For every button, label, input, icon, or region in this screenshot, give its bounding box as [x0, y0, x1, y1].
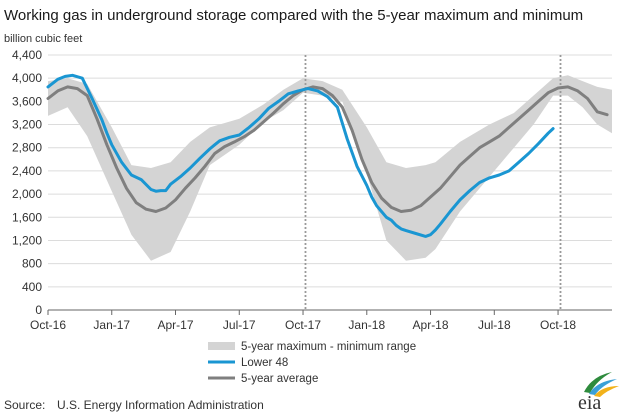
y-tick-label: 4,000	[12, 71, 42, 85]
axes	[47, 309, 612, 315]
legend-swatch-range	[208, 342, 235, 350]
x-tick-label: Apr-18	[413, 318, 449, 332]
x-tick-label: Oct-17	[285, 318, 321, 332]
x-tick-label: Apr-17	[157, 318, 193, 332]
eia-logo-swoosh-icon	[584, 372, 619, 397]
y-tick-label: 2,400	[12, 164, 42, 178]
average-line	[46, 85, 609, 213]
x-tick-labels: Oct-16 Jan-17 Apr-17 Jul-17 Oct-17 Jan-18 Apr-…	[30, 318, 576, 332]
y-tick-label: 3,200	[12, 118, 42, 132]
chart-title: Working gas in underground storage compa…	[4, 7, 583, 24]
legend: 5-year maximum - minimum range Lower 48 …	[208, 341, 416, 385]
y-tick-label: 4,400	[12, 48, 42, 62]
x-tick-label: Oct-18	[540, 318, 576, 332]
x-tick-label: Jan-17	[93, 318, 130, 332]
source-label: Source:	[4, 398, 45, 412]
y-tick-label: 1,600	[12, 210, 42, 224]
legend-label-range: 5-year maximum - minimum range	[241, 341, 416, 353]
y-tick-label: 2,800	[12, 141, 42, 155]
x-tick-label: Jan-18	[348, 318, 385, 332]
y-tick-label: 2,000	[12, 187, 42, 201]
x-tick-label: Oct-16	[30, 318, 66, 332]
eia-logo-text: eia	[578, 392, 601, 414]
x-tick-label: Jul-18	[478, 318, 511, 332]
y-tick-label: 1,200	[12, 233, 42, 247]
range-band	[48, 75, 612, 261]
y-tick-label: 400	[22, 280, 42, 294]
range-band-layer	[48, 75, 612, 261]
legend-label-lower48: Lower 48	[241, 357, 288, 369]
y-axis-unit-label: billion cubic feet	[4, 33, 82, 45]
legend-label-average: 5-year average	[241, 373, 318, 385]
series-lines	[46, 73, 609, 238]
y-tick-label: 3,600	[12, 94, 42, 108]
vertical-markers	[304, 55, 562, 310]
x-tick-label: Jul-17	[223, 318, 256, 332]
lower48-line	[46, 73, 555, 238]
source-text: U.S. Energy Information Administration	[57, 398, 264, 412]
eia-logo: eia	[578, 372, 619, 414]
y-tick-label: 0	[35, 303, 42, 317]
y-tick-labels: 0 400 800 1,200 1,600 2,000 2,400 2,800 3,200 3,6…	[12, 48, 42, 317]
y-tick-label: 800	[22, 257, 42, 271]
